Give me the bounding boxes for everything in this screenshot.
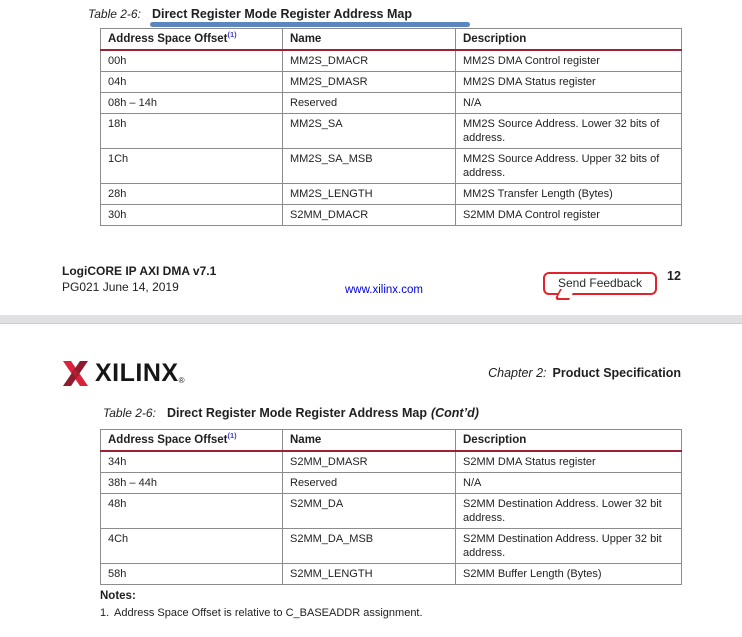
table-cell: MM2S DMA Control register [455,49,682,72]
registered-mark: ® [178,376,185,385]
table-caption-contd: (Cont’d) [430,406,479,420]
table-cell: MM2S_DMACR [282,49,456,72]
table-caption-2: Table 2-6: Direct Register Mode Register … [103,406,479,420]
table-row: 48h S2MM_DA S2MM Destination Address. Lowe… [100,493,682,529]
table-row: 28h MM2S_LENGTH MM2S Transfer Length (Byte… [100,183,682,205]
table-cell: Reserved [282,472,456,494]
xilinx-website-link[interactable]: www.xilinx.com [345,284,423,296]
table-cell: 18h [100,113,283,149]
register-table-page1: Address Space Offset(1) Name Description 00… [100,28,682,226]
notes-heading: Notes: [100,590,136,602]
column-header: Address Space Offset(1) [100,28,283,51]
table-cell: S2MM_DMACR [282,204,456,226]
notes-section: Notes: 1. Address Space Offset is relativ… [100,589,423,620]
table-row: 1Ch MM2S_SA_MSB MM2S Source Address. Upper… [100,148,682,184]
table-cell: 28h [100,183,283,205]
column-header: Description [455,28,682,51]
chapter-title: Product Specification [552,366,682,380]
table-caption-label: Table 2-6: [88,7,141,21]
table-header-row: Address Space Offset(1) Name Description [100,429,682,452]
register-table-page2: Address Space Offset(1) Name Description 34… [100,429,682,585]
table-cell: 58h [100,563,283,585]
table-cell: Reserved [282,92,456,114]
table-row: 30h S2MM_DMACR S2MM DMA Control register [100,204,682,226]
xilinx-logo-text: XILINX [95,359,179,387]
product-title: LogiCORE IP AXI DMA v7.1 [62,264,217,278]
table-cell: 34h [100,450,283,473]
footnote-ref[interactable]: (1) [227,431,237,441]
table-row: 18h MM2S_SA MM2S Source Address. Lower 32 … [100,113,682,149]
table-cell: 38h – 44h [100,472,283,494]
table-cell: S2MM_DA [282,493,456,529]
table-caption-label: Table 2-6: [103,406,156,420]
table-cell: MM2S Source Address. Upper 32 bits of ad… [455,148,682,184]
column-header: Name [282,28,456,51]
table-cell: 00h [100,49,283,72]
xilinx-x-icon [63,361,88,386]
table-cell: 30h [100,204,283,226]
table-header-row: Address Space Offset(1) Name Description [100,28,682,51]
table-cell: MM2S Source Address. Lower 32 bits of ad… [455,113,682,149]
table-cell: S2MM_DA_MSB [282,528,456,564]
table-cell: MM2S DMA Status register [455,71,682,93]
table-row: 38h – 44h Reserved N/A [100,472,682,494]
table-caption-title: Direct Register Mode Register Address Ma… [151,7,412,21]
column-header: Address Space Offset(1) [100,429,283,452]
table-caption-title: Direct Register Mode Register Address Ma… [166,406,427,420]
column-header: Name [282,429,456,452]
chapter-label: Chapter 2: [488,366,547,380]
table-cell: MM2S_LENGTH [282,183,456,205]
table-cell: S2MM Destination Address. Upper 32 bit a… [455,528,682,564]
table-cell: S2MM_LENGTH [282,563,456,585]
table-cell: MM2S_SA_MSB [282,148,456,184]
table-cell: 48h [100,493,283,529]
table-cell: MM2S Transfer Length (Bytes) [455,183,682,205]
table-cell: N/A [455,92,682,114]
xilinx-logo: XILINX ® [62,360,184,387]
table-cell: S2MM Buffer Length (Bytes) [455,563,682,585]
table-cell: MM2S_DMASR [282,71,456,93]
page-number: 12 [667,269,681,283]
table-cell: S2MM Destination Address. Lower 32 bit a… [455,493,682,529]
table-cell: MM2S_SA [282,113,456,149]
table-row: 04h MM2S_DMASR MM2S DMA Status register [100,71,682,93]
register-table: Address Space Offset(1) Name Description 00… [100,28,682,226]
table-caption-1: Table 2-6: Direct Register Mode Register … [88,7,412,21]
footer-doc-info: LogiCORE IP AXI DMA v7.1 PG021 June 14, … [62,263,216,295]
column-header: Description [455,429,682,452]
table-row: 34h S2MM_DMASR S2MM DMA Status register [100,450,682,473]
footnote-ref[interactable]: (1) [227,30,237,40]
table-cell: 1Ch [100,148,283,184]
table-cell: 4Ch [100,528,283,564]
table-cell: S2MM DMA Control register [455,204,682,226]
table-row: 00h MM2S_DMACR MM2S DMA Control register [100,49,682,72]
table-row: 58h S2MM_LENGTH S2MM Buffer Length (Bytes) [100,563,682,585]
table-cell: 08h – 14h [100,92,283,114]
annotation-underline [150,22,470,27]
table-row: 08h – 14h Reserved N/A [100,92,682,114]
note-number: 1. [100,607,110,619]
table-cell: S2MM DMA Status register [455,450,682,473]
note-text: Address Space Offset is relative to C_BA… [114,607,423,619]
register-table: Address Space Offset(1) Name Description 34… [100,429,682,585]
table-cell: S2MM_DMASR [282,450,456,473]
send-feedback-label: Send Feedback [558,276,643,290]
page-divider [0,315,742,324]
chapter-heading: Chapter 2: Product Specification [488,366,681,380]
table-cell: 04h [100,71,283,93]
table-cell: N/A [455,472,682,494]
note-item: 1. Address Space Offset is relative to C_… [100,606,423,620]
doc-number-date: PG021 June 14, 2019 [62,280,179,294]
send-feedback-button[interactable]: Send Feedback [543,272,658,295]
table-row: 4Ch S2MM_DA_MSB S2MM Destination Address. … [100,528,682,564]
